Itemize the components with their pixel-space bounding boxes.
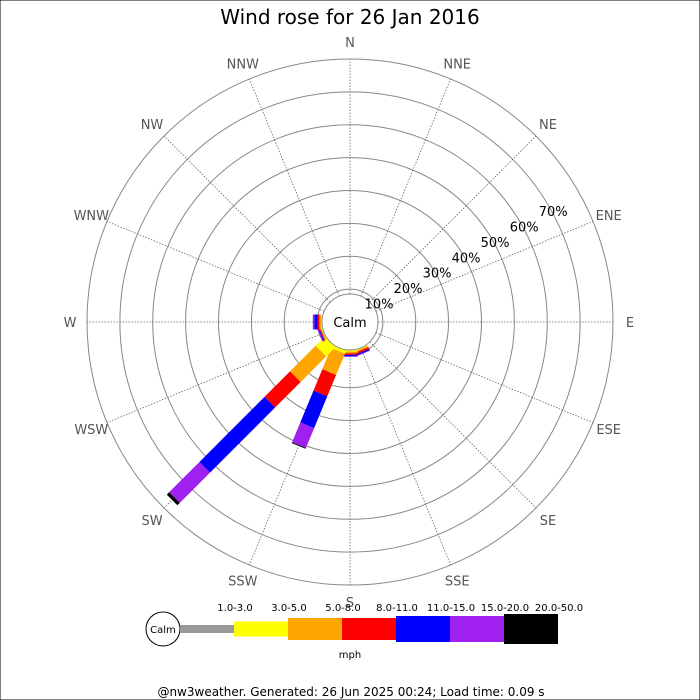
legend-bin-label: 5.0-8.0 bbox=[325, 603, 360, 614]
direction-label-n: N bbox=[345, 36, 355, 51]
bar-s-bin-3 bbox=[342, 353, 358, 355]
bar-w-bin-4 bbox=[314, 314, 318, 330]
legend-bin-label: 15.0-20.0 bbox=[481, 603, 529, 614]
spoke-wsw bbox=[106, 332, 325, 424]
bar-wsw-bin-5 bbox=[316, 327, 324, 342]
spoke-sse bbox=[360, 347, 452, 566]
bar-s-bin-2 bbox=[342, 351, 358, 354]
bar-sw-bin-3 bbox=[264, 371, 301, 408]
radial-label: 20% bbox=[394, 282, 423, 297]
bar-sw-bin-6 bbox=[166, 492, 180, 506]
direction-label-sse: SSE bbox=[445, 575, 470, 590]
grid-ring bbox=[250, 222, 450, 422]
bar-wsw-bin-4 bbox=[317, 326, 325, 342]
calm-circle bbox=[321, 293, 379, 351]
bar-ssw-bin-3 bbox=[313, 369, 337, 397]
legend-bin-label: 1.0-3.0 bbox=[217, 603, 252, 614]
legend-swatch-0 bbox=[180, 625, 234, 633]
bar-wsw-bin-2 bbox=[319, 326, 327, 341]
bar-sw-bin-5 bbox=[169, 462, 210, 503]
bar-sse-bin-2 bbox=[354, 345, 369, 353]
direction-label-se: SE bbox=[540, 514, 556, 529]
bar-sw-bin-1 bbox=[315, 336, 336, 357]
bar-s-bin-4 bbox=[342, 354, 358, 357]
legend-swatch-2 bbox=[288, 618, 342, 640]
spoke-se bbox=[369, 341, 537, 509]
direction-label-w: W bbox=[64, 316, 77, 331]
direction-label-ne: NE bbox=[539, 118, 557, 133]
bar-w-bin-2 bbox=[319, 314, 321, 330]
bar-ssw-bin-5 bbox=[292, 422, 315, 448]
legend-unit-label: mph bbox=[339, 650, 361, 661]
direction-label-ese: ESE bbox=[596, 423, 621, 438]
grid-ring bbox=[283, 255, 417, 389]
bar-w-bin-5 bbox=[312, 314, 315, 330]
spoke-ne bbox=[369, 135, 537, 303]
bar-w-bin-3 bbox=[317, 314, 320, 330]
spoke-nne bbox=[360, 78, 452, 297]
direction-label-wnw: WNW bbox=[74, 209, 110, 224]
bar-sw-bin-2 bbox=[290, 345, 327, 382]
direction-label-nw: NW bbox=[141, 118, 164, 133]
legend-bin-label: 20.0-50.0 bbox=[535, 603, 583, 614]
radial-label: 60% bbox=[510, 220, 539, 235]
bar-sse-bin-3 bbox=[354, 347, 370, 355]
bar-ssw-bin-4 bbox=[300, 390, 328, 429]
bar-s-bin-5 bbox=[342, 356, 358, 357]
direction-label-nne: NNE bbox=[443, 57, 471, 72]
legend-bin-label: 11.0-15.0 bbox=[427, 603, 475, 614]
legend-swatch-5 bbox=[450, 616, 504, 642]
spoke-wnw bbox=[106, 220, 325, 312]
spoke-ese bbox=[375, 332, 594, 424]
spoke-nnw bbox=[248, 78, 340, 297]
legend-swatch-3 bbox=[342, 618, 396, 640]
radial-label: 40% bbox=[452, 251, 481, 266]
radial-label: 70% bbox=[539, 205, 568, 220]
direction-label-ssw: SSW bbox=[228, 575, 258, 590]
radial-label: 30% bbox=[423, 267, 452, 282]
direction-label-nnw: NNW bbox=[227, 57, 259, 72]
legend-bin-label: 3.0-5.0 bbox=[271, 603, 306, 614]
legend: Calm 1.0-3.0 3.0-5.0 5.0-8.0 8.0-11.0 11.0-15… bbox=[145, 603, 583, 661]
spoke-ene bbox=[375, 220, 594, 312]
radial-label: 50% bbox=[481, 236, 510, 251]
axis-labels: NNNENEENEEESESESSESSSWSWWSWWWNWNWNNW10%2… bbox=[64, 36, 635, 611]
wind-bars bbox=[166, 314, 370, 506]
bar-sw-bin-4 bbox=[199, 396, 276, 473]
direction-label-e: E bbox=[626, 316, 634, 331]
legend-swatch-1 bbox=[234, 621, 288, 637]
calm-center: Calm bbox=[321, 293, 379, 351]
bar-wsw-bin-3 bbox=[318, 326, 326, 341]
direction-label-sw: SW bbox=[141, 514, 162, 529]
bar-sse-bin-5 bbox=[355, 350, 370, 357]
bar-ssw-bin-2 bbox=[322, 348, 345, 375]
bar-s-bin-1 bbox=[342, 350, 358, 352]
legend-swatch-4 bbox=[396, 616, 450, 642]
spoke-nw bbox=[163, 135, 331, 303]
bar-ssw-bin-6 bbox=[291, 442, 306, 449]
footer-text: @nw3weather. Generated: 26 Jun 2025 00:2… bbox=[157, 685, 544, 699]
legend-bin-label: 8.0-11.0 bbox=[376, 603, 418, 614]
calm-label: Calm bbox=[333, 316, 366, 331]
chart-title: Wind rose for 26 Jan 2016 bbox=[220, 5, 479, 29]
direction-label-ene: ENE bbox=[596, 209, 622, 224]
legend-calm-label: Calm bbox=[150, 625, 176, 636]
legend-swatch-6 bbox=[504, 614, 558, 644]
bar-sse-bin-4 bbox=[355, 348, 370, 356]
direction-label-wsw: WSW bbox=[74, 423, 108, 438]
direction-label-s: S bbox=[346, 596, 354, 611]
radial-label: 10% bbox=[365, 298, 394, 313]
